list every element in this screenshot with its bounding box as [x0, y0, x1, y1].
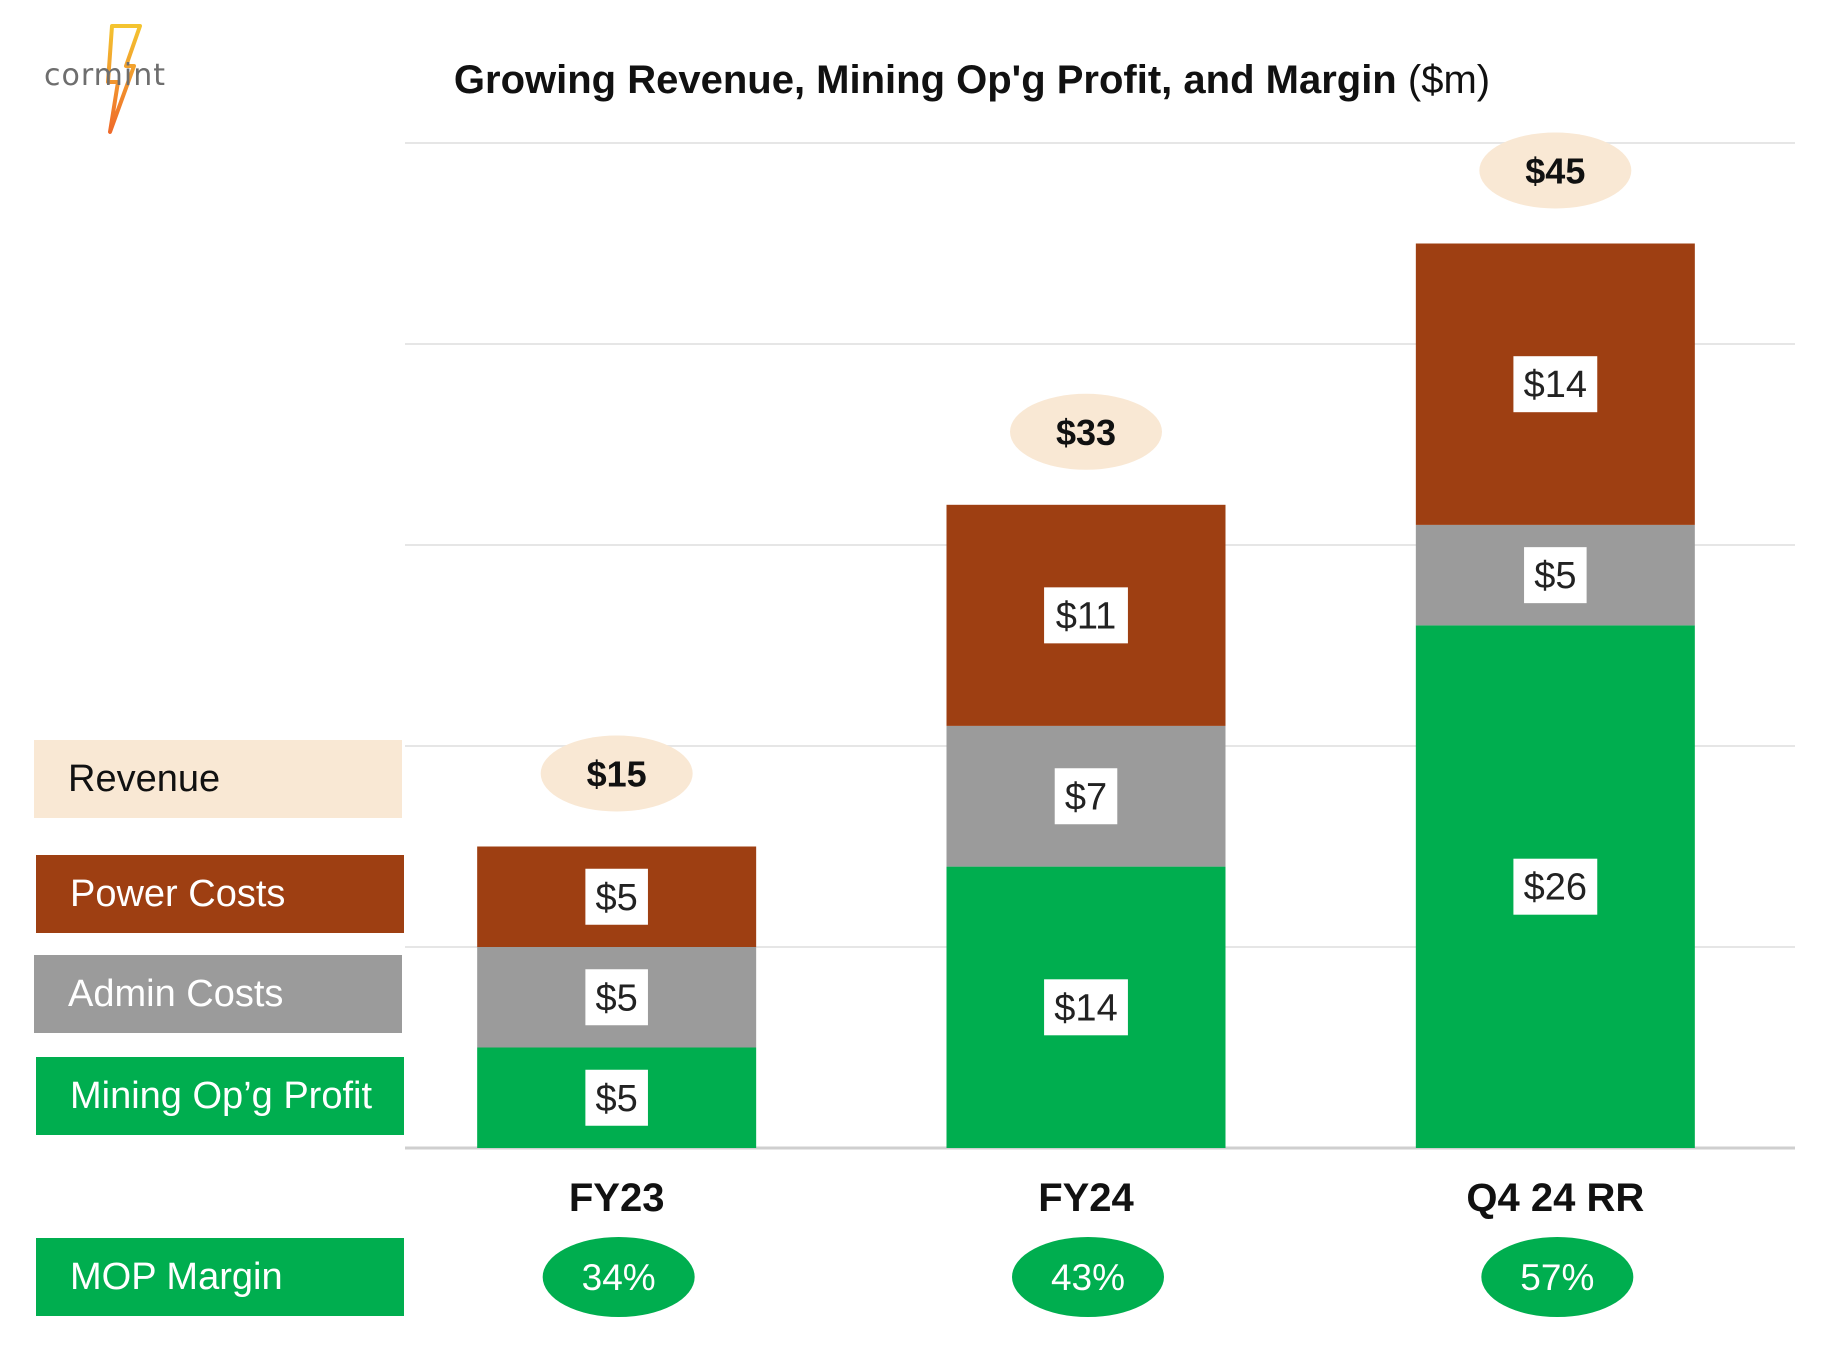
chart-title: Growing Revenue, Mining Op'g Profit, and…	[0, 58, 1824, 103]
data-label: $7	[1065, 776, 1107, 818]
legend-mining-opg-profit: Mining Op’g Profit	[36, 1057, 404, 1135]
data-label: $26	[1524, 867, 1587, 909]
mop-margin-label: 57%	[1520, 1257, 1594, 1298]
data-label: $5	[1534, 555, 1576, 597]
lightning-bolt-icon	[106, 24, 142, 134]
data-label: $5	[596, 877, 638, 919]
data-label: $14	[1524, 364, 1587, 406]
data-label-box	[1513, 858, 1598, 915]
data-label: $5	[596, 977, 638, 1019]
mop-margin-label: 43%	[1051, 1257, 1125, 1298]
category-label: Q4 24 RR	[1466, 1176, 1644, 1220]
mop-margin-pill	[1481, 1237, 1634, 1317]
revenue-total-bubble	[1010, 393, 1162, 470]
data-label-box	[585, 868, 648, 925]
revenue-total-label: $33	[1056, 412, 1116, 453]
data-label-box	[1054, 768, 1118, 825]
cormint-logo: cormint	[30, 20, 180, 150]
category-label: FY23	[569, 1176, 665, 1220]
data-label-box	[585, 969, 648, 1026]
data-label: $11	[1056, 595, 1117, 637]
legend-power-costs: Power Costs	[36, 855, 404, 933]
mop-margin-pill	[542, 1237, 695, 1317]
revenue-total-label: $45	[1525, 151, 1585, 192]
data-label-box	[1044, 979, 1128, 1036]
data-label-box	[1524, 547, 1587, 604]
mop-margin-pill	[1012, 1237, 1164, 1317]
revenue-total-label: $15	[587, 754, 647, 795]
category-label: FY24	[1038, 1176, 1134, 1220]
revenue-total-bubble	[1479, 132, 1632, 209]
data-label-box	[1513, 356, 1598, 413]
chart-title-main: Growing Revenue, Mining Op'g Profit, and…	[453, 58, 1397, 102]
logo-text: cormint	[44, 58, 166, 93]
legend-mop-margin: MOP Margin	[36, 1238, 404, 1316]
data-label: $5	[596, 1078, 638, 1120]
revenue-total-bubble	[540, 735, 693, 812]
data-label: $14	[1054, 987, 1117, 1029]
data-label-box	[585, 1069, 648, 1126]
chart-title-unit: ($m)	[1407, 58, 1491, 102]
legend-admin-costs: Admin Costs	[34, 955, 402, 1033]
mop-margin-label: 34%	[582, 1257, 656, 1298]
data-label-box	[1044, 587, 1128, 644]
legend-revenue: Revenue	[34, 740, 402, 818]
